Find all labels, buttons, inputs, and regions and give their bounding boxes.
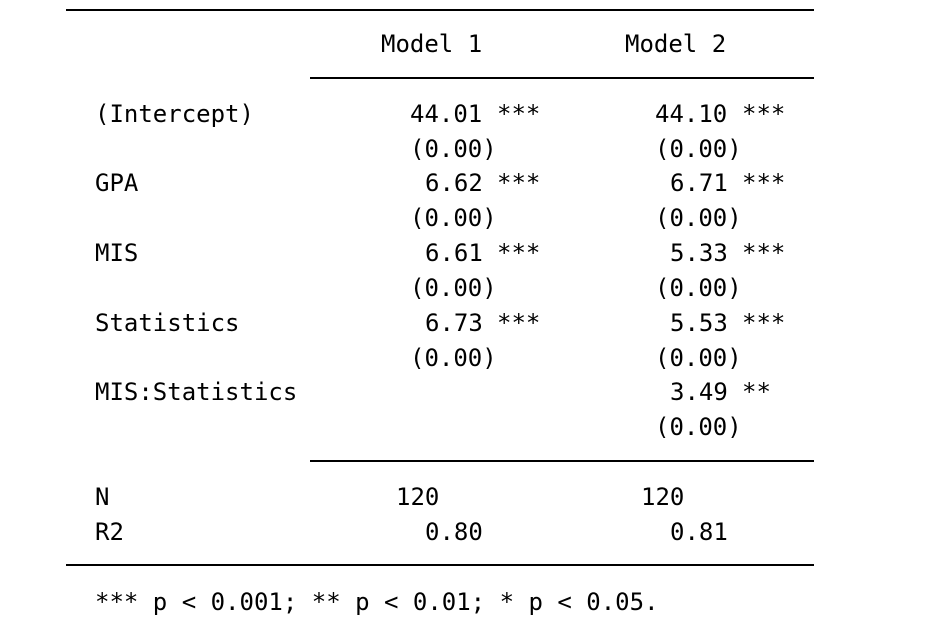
stat-label: N [95,483,110,511]
standard-error: (0.00) [655,344,742,372]
standard-error: (0.00) [410,135,497,163]
standard-error: (0.00) [655,413,742,441]
stats-rule [310,460,814,462]
estimate-value: 44.10 [655,100,728,128]
estimate-value: 3.49 [670,378,728,406]
stat-label: R2 [95,518,124,546]
estimate-value: 6.62 [425,169,483,197]
stat-value: 120 [641,483,685,511]
significance-stars: *** [742,309,786,337]
estimate-value: 5.53 [670,309,728,337]
estimate-value: 6.71 [670,169,728,197]
estimate-value: 44.01 [410,100,483,128]
row-term: GPA [95,169,139,197]
significance-stars: *** [497,309,541,337]
column-header-model-2: Model 2 [625,30,727,58]
header-rule [310,77,814,79]
row-term: Statistics [95,309,240,337]
significance-stars: *** [742,100,786,128]
significance-stars: *** [497,169,541,197]
stat-value: 120 [396,483,440,511]
row-term: MIS:Statistics [95,378,298,406]
standard-error: (0.00) [410,344,497,372]
significance-stars: *** [742,239,786,267]
column-header-model-1: Model 1 [381,30,483,58]
standard-error: (0.00) [655,274,742,302]
estimate-value: 6.61 [425,239,483,267]
significance-stars: *** [742,169,786,197]
standard-error: (0.00) [410,274,497,302]
significance-stars: ** [742,378,771,406]
bottom-rule [66,564,814,566]
estimate-value: 6.73 [425,309,483,337]
significance-stars: *** [497,239,541,267]
row-term: (Intercept) [95,100,254,128]
standard-error: (0.00) [655,204,742,232]
significance-footnote: *** p < 0.001; ** p < 0.01; * p < 0.05. [95,588,659,616]
stat-value: 0.81 [670,518,728,546]
significance-stars: *** [497,100,541,128]
stat-value: 0.80 [425,518,483,546]
standard-error: (0.00) [655,135,742,163]
top-rule [66,9,814,11]
estimate-value: 5.33 [670,239,728,267]
row-term: MIS [95,239,139,267]
standard-error: (0.00) [410,204,497,232]
